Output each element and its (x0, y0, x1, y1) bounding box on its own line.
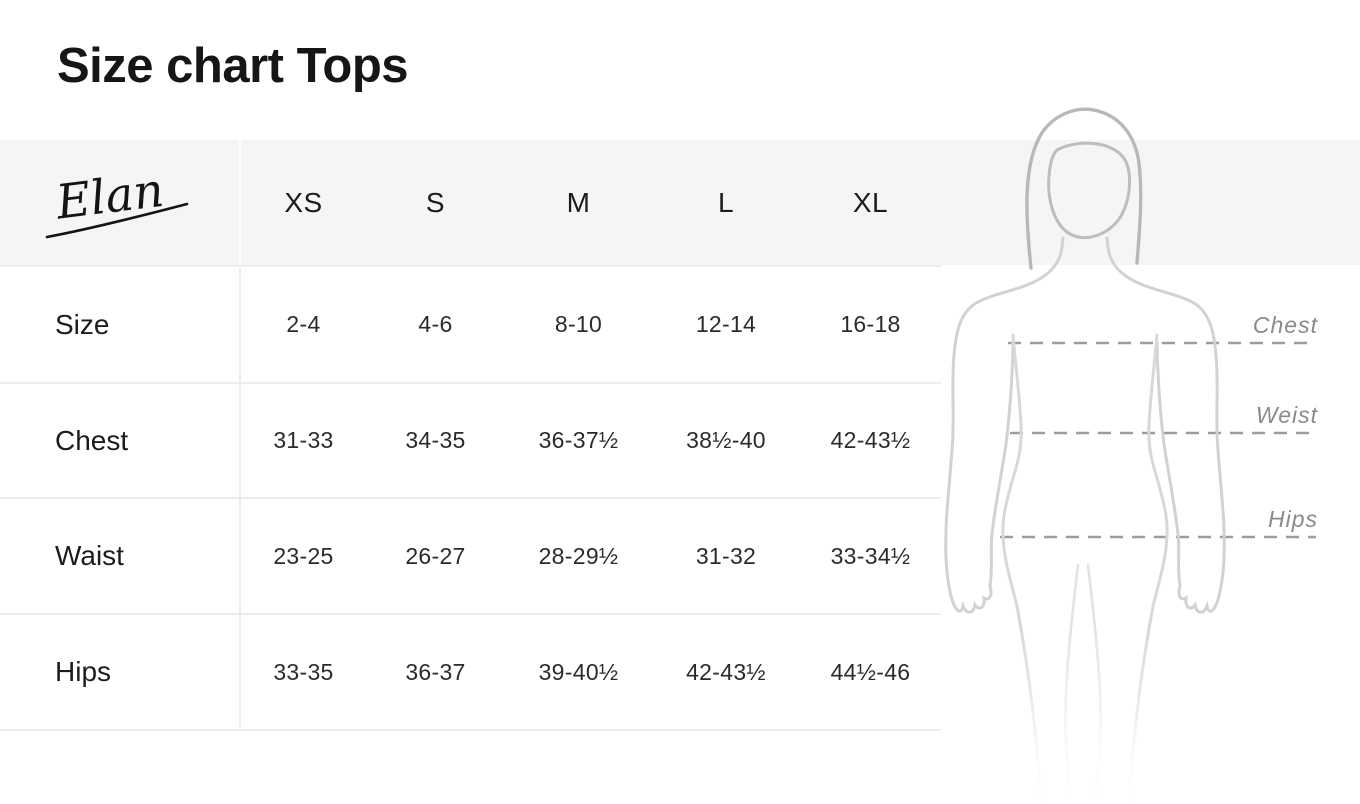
cell-size-xs: 2-4 (286, 311, 321, 337)
table-header-row: Elan XS S M L XL (0, 140, 941, 265)
cell-chest-xl: 42-43½ (830, 427, 911, 453)
table-header-band (0, 140, 1360, 265)
size-header-s: S (425, 186, 446, 218)
row-label-hips: Hips (0, 615, 241, 729)
right-arm-outline (1105, 236, 1226, 614)
body-silhouette-illustration (944, 107, 1316, 804)
table-row-waist: Waist 23-25 26-27 28-29½ 31-32 33-34½ (0, 497, 941, 613)
cell-chest-m: 36-37½ (538, 427, 619, 453)
cell-hips-xs: 33-35 (273, 658, 334, 685)
face-outline (1047, 141, 1132, 239)
size-header-xs: XS (284, 186, 323, 218)
left-arm-outline (944, 236, 1065, 614)
cell-waist-l: 31-32 (695, 542, 757, 569)
cell-chest-s: 34-35 (405, 427, 466, 453)
row-label-waist: Waist (0, 499, 241, 613)
figure-hips-label: Hips (1267, 506, 1318, 532)
brand-logo-text: Elan (52, 162, 167, 230)
cell-chest-l: 38½-40 (686, 427, 766, 453)
row-label-chest: Chest (0, 384, 241, 497)
cell-size-xl: 16-18 (840, 311, 901, 337)
size-chart-table: Elan XS S M L XL Size 2-4 4-6 8-10 12-14… (0, 140, 941, 731)
cell-hips-s: 36-37 (405, 658, 466, 685)
right-inner-leg-outline (1086, 563, 1102, 804)
left-inner-leg-outline (1064, 563, 1080, 804)
size-header-m: M (566, 186, 591, 218)
size-header-l: L (717, 186, 735, 218)
cell-waist-m: 28-29½ (538, 542, 619, 569)
cell-waist-xl: 33-34½ (830, 542, 911, 569)
page-title: Size chart Tops (57, 39, 409, 93)
cell-size-s: 4-6 (418, 311, 453, 337)
table-row-chest: Chest 31-33 34-35 36-37½ 38½-40 42-43½ (0, 382, 941, 497)
table-row-size: Size 2-4 4-6 8-10 12-14 16-18 (0, 265, 941, 382)
figure-chest-label: Chest (1252, 312, 1318, 338)
cell-size-l: 12-14 (695, 311, 757, 337)
row-label-size: Size (0, 267, 241, 382)
cell-size-m: 8-10 (554, 311, 603, 337)
table-row-hips: Hips 33-35 36-37 39-40½ 42-43½ 44½-46 (0, 613, 941, 731)
figure-waist-label: Weist (1255, 402, 1318, 428)
cell-waist-xs: 23-25 (273, 542, 334, 569)
cell-waist-s: 26-27 (405, 542, 466, 569)
brand-logo-cell: Elan (0, 140, 241, 265)
cell-chest-xs: 31-33 (273, 427, 334, 453)
size-header-xl: XL (852, 186, 889, 218)
brand-logo: Elan (45, 162, 188, 238)
measurement-dashed-lines (1000, 341, 1316, 539)
brand-logo-underline (45, 202, 188, 238)
cell-hips-m: 39-40½ (538, 658, 619, 685)
cell-hips-l: 42-43½ (686, 658, 766, 685)
cell-hips-xl: 44½-46 (830, 658, 911, 685)
hair-outline (1025, 107, 1143, 270)
